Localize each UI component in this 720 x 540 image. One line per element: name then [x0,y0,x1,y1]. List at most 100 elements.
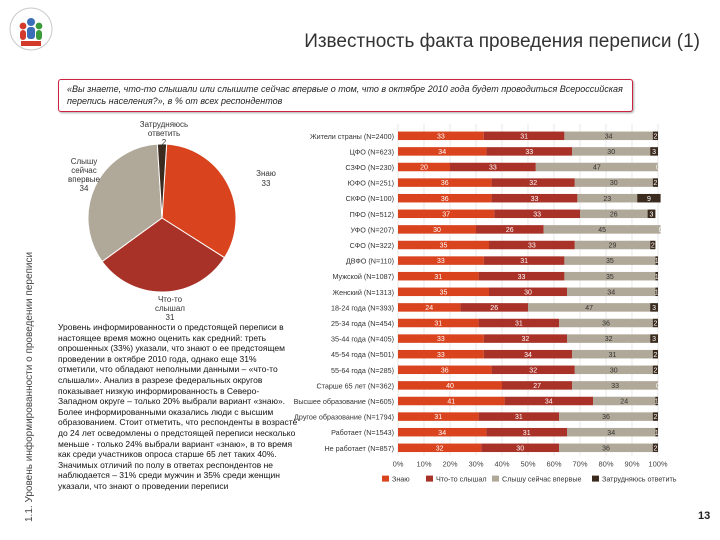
bar-segment [398,162,450,172]
bar-segment [580,209,648,219]
bar-segment [489,287,567,297]
bar-segment [572,381,658,390]
data-label: 31 [523,430,531,437]
data-label: 40 [446,383,454,390]
x-tick-label: 20% [442,460,457,469]
bar-segment [489,240,575,250]
bar-segment [655,256,658,265]
data-label: 32 [529,367,537,374]
data-label: 3 [652,149,656,156]
data-label: 26 [610,211,618,218]
bar-segment [637,193,661,203]
bar-segment [460,303,528,312]
bar-segment [650,240,656,250]
data-label: 36 [441,180,449,187]
legend-swatch [492,475,499,482]
data-label: 2 [651,243,655,250]
bar-segment [483,131,565,141]
data-label: 35 [440,289,448,296]
data-label: 26 [506,227,514,234]
bar-segment [504,396,593,406]
data-label: 1 [655,258,659,265]
data-label: 27 [533,383,541,390]
bar-segment [398,287,489,297]
data-label: 29 [609,243,617,250]
data-label: 30 [524,289,532,296]
bar-segment [593,396,656,406]
legend-label: Знаю [392,475,410,484]
x-tick-label: 100% [648,460,668,469]
data-label: 34 [607,430,615,437]
bar-segment [577,193,638,203]
legend-label: Что-то слышал [436,475,487,484]
data-label: 20 [420,165,428,172]
bar-segment [650,147,658,156]
bar-segment [528,303,651,312]
category-label: 25-34 года (N=454) [331,319,394,328]
bar-segment [647,209,656,219]
bar-segment [398,334,484,343]
data-label: 41 [447,399,455,406]
stacked-bar-chart: 0% 10% 20% 30% 40% 50% 60% 70% 80% 90% 100% Жители … [294,124,677,484]
data-label: 34 [545,399,553,406]
data-label: 9 [647,196,651,203]
pie-label-first-2: сейчас [71,166,97,175]
category-label: ПФО (N=512) [350,210,394,219]
bar-segment [559,318,653,328]
bar-segment [650,303,658,312]
bar-segment [652,365,658,375]
category-label: 45-54 года (N=501) [331,350,394,359]
data-label: 36 [602,321,610,328]
bar-segment [572,147,651,156]
data-label: 2 [653,321,657,328]
data-label: 33 [611,383,619,390]
data-label: 34 [605,133,613,140]
bar-segment [398,131,484,141]
data-label: 3 [652,305,656,312]
data-label: 36 [441,367,449,374]
bar-segment [398,225,476,234]
bar-segment [486,427,567,437]
bar-segment [478,412,560,421]
x-tick-label: 0% [393,460,404,469]
data-label: 24 [425,305,433,312]
bar-segment [398,303,461,312]
bar-segment [652,443,658,453]
bar-segment [564,131,653,141]
bar-segment [543,225,661,234]
bar-segment [564,271,656,281]
bar-segment [398,427,487,437]
data-label: 35 [606,258,614,265]
pie-value-hard: 2 [162,138,167,147]
data-label: 30 [607,149,615,156]
data-label: 34 [607,289,615,296]
bar-segment [398,396,505,406]
bar-segment [483,349,573,359]
data-label: 36 [602,445,610,452]
census-logo [9,7,53,51]
x-tick-label: 90% [624,460,639,469]
data-label: 3 [650,211,654,218]
pie-value-first: 34 [80,184,89,193]
data-label: 23 [603,196,611,203]
data-label: 30 [610,180,618,187]
data-label: 2 [653,445,657,452]
bar-segment [398,349,484,359]
data-label: 47 [585,305,593,312]
pie-value-know: 33 [262,179,271,188]
pie-label-first-3: впервые [68,175,100,184]
data-label: 31 [434,321,442,328]
bar-segment [486,147,573,156]
bar-segment [574,178,653,187]
bar-segment [572,349,653,359]
bar-segment [559,412,653,421]
bar-segment [655,271,658,281]
pie-slice-heard [101,217,226,293]
category-label: УФО (N=207) [350,225,394,234]
bar-segment [450,162,536,172]
bar-segment [483,256,565,265]
pie-label-hard-2: ответить [148,129,180,138]
bar-segment [398,365,492,375]
bar-segment [398,381,502,390]
bar-segment [481,443,560,453]
